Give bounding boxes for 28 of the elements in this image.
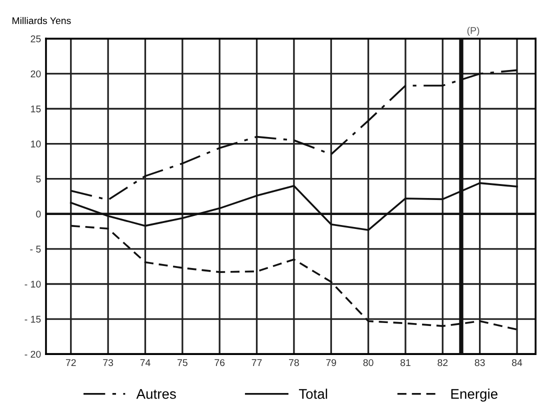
x-tick-label: 73 <box>103 359 114 366</box>
ref-line-label: (P) <box>467 26 480 36</box>
y-tick-label: 5 <box>36 176 41 182</box>
y-tick-label: - 5 <box>30 246 41 253</box>
x-tick-label: 78 <box>289 359 299 366</box>
x-tick-label: 72 <box>66 359 76 366</box>
y-tick-label: 0 <box>36 210 41 218</box>
legend-label: Energie <box>451 388 498 402</box>
y-tick-label: 20 <box>30 70 41 78</box>
x-tick-label: 76 <box>214 359 225 366</box>
x-tick-label: 75 <box>178 359 188 366</box>
y-axis-title: Milliards Yens <box>12 16 71 24</box>
y-tick-label: 10 <box>31 140 41 148</box>
y-tick-label: - 10 <box>24 280 41 288</box>
y-tick-label: - 15 <box>24 316 41 323</box>
x-tick-label: 82 <box>438 359 448 366</box>
x-tick-label: 83 <box>474 359 485 366</box>
y-tick-label: 25 <box>30 35 41 42</box>
y-tick-label: 15 <box>31 106 41 112</box>
x-tick-label: 81 <box>400 359 410 366</box>
x-tick-label: 79 <box>326 359 336 366</box>
x-tick-label: 77 <box>252 359 262 366</box>
legend-label: Total <box>298 388 328 399</box>
legend-label: Autres <box>136 389 176 399</box>
x-tick-label: 74 <box>140 359 150 366</box>
x-tick-label: 80 <box>363 359 374 366</box>
x-tick-label: 84 <box>512 359 522 366</box>
y-tick-label: - 20 <box>24 350 41 358</box>
